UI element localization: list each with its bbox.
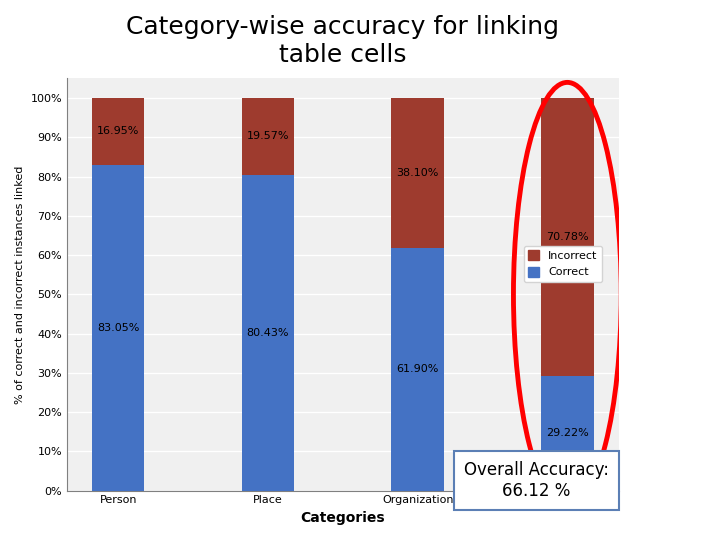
Text: Overall Accuracy:
66.12 %: Overall Accuracy: 66.12 % bbox=[464, 461, 609, 500]
Legend: Incorrect, Correct: Incorrect, Correct bbox=[523, 246, 602, 282]
Text: 61.90%: 61.90% bbox=[397, 364, 439, 374]
Text: 38.10%: 38.10% bbox=[397, 168, 439, 178]
Text: 70.78%: 70.78% bbox=[546, 232, 589, 242]
Bar bbox=[92, 98, 145, 165]
Text: 80.43%: 80.43% bbox=[247, 328, 289, 338]
Text: 29.22%: 29.22% bbox=[546, 428, 589, 438]
Bar bbox=[92, 165, 145, 490]
Bar bbox=[541, 98, 593, 376]
X-axis label: Categories: Categories bbox=[300, 511, 385, 525]
Title: Category-wise accuracy for linking
table cells: Category-wise accuracy for linking table… bbox=[126, 15, 559, 67]
Bar bbox=[242, 175, 294, 490]
Text: 83.05%: 83.05% bbox=[97, 322, 140, 333]
Bar bbox=[392, 248, 444, 490]
Y-axis label: % of correct and incorrect instances linked: % of correct and incorrect instances lin… bbox=[15, 165, 25, 404]
Bar bbox=[392, 98, 444, 248]
Text: 19.57%: 19.57% bbox=[247, 132, 289, 141]
Text: 16.95%: 16.95% bbox=[97, 126, 140, 137]
Bar bbox=[541, 376, 593, 490]
Bar bbox=[242, 98, 294, 175]
